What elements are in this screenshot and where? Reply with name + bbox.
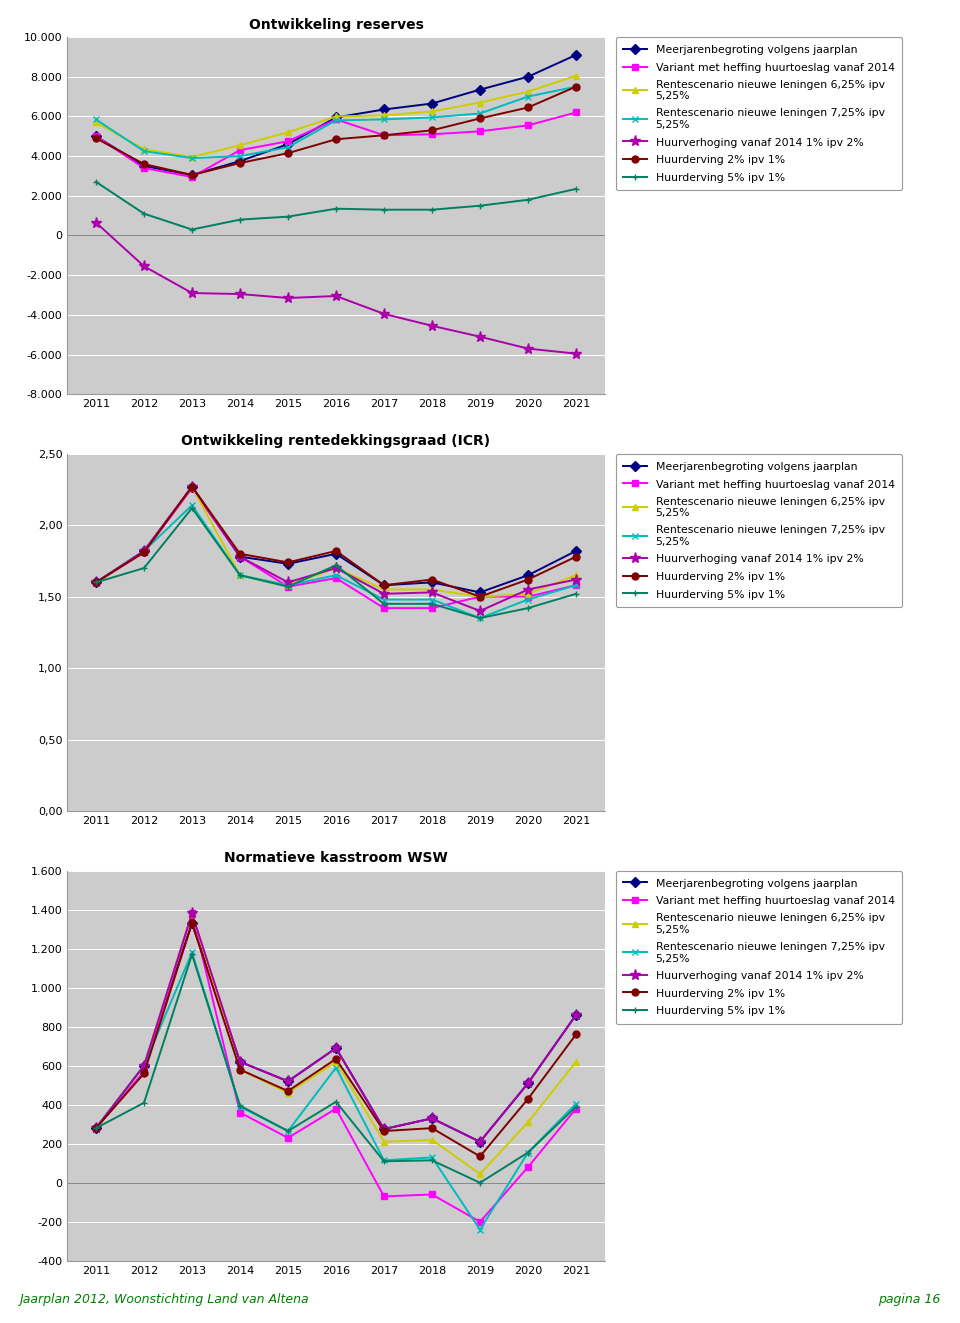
Legend: Meerjarenbegroting volgens jaarplan, Variant met heffing huurtoeslag vanaf 2014,: Meerjarenbegroting volgens jaarplan, Var… — [615, 454, 902, 607]
Title: Normatieve kasstroom WSW: Normatieve kasstroom WSW — [224, 851, 448, 865]
Legend: Meerjarenbegroting volgens jaarplan, Variant met heffing huurtoeslag vanaf 2014,: Meerjarenbegroting volgens jaarplan, Var… — [615, 871, 902, 1024]
Legend: Meerjarenbegroting volgens jaarplan, Variant met heffing huurtoeslag vanaf 2014,: Meerjarenbegroting volgens jaarplan, Var… — [615, 37, 902, 191]
Text: pagina 16: pagina 16 — [878, 1293, 941, 1306]
Title: Ontwikkeling reserves: Ontwikkeling reserves — [249, 17, 423, 32]
Title: Ontwikkeling rentedekkingsgraad (ICR): Ontwikkeling rentedekkingsgraad (ICR) — [181, 434, 491, 448]
Text: Jaarplan 2012, Woonstichting Land van Altena: Jaarplan 2012, Woonstichting Land van Al… — [19, 1293, 309, 1306]
